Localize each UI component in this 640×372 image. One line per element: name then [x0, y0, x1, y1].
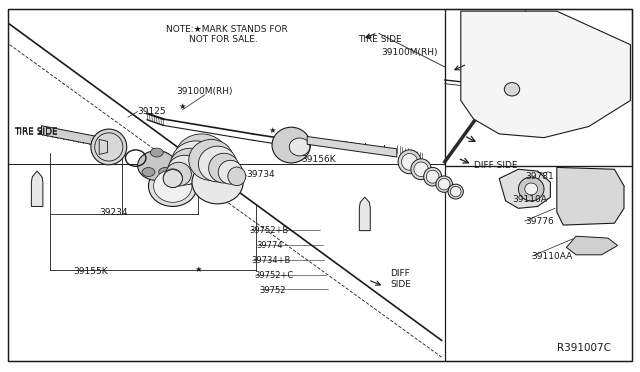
Ellipse shape: [175, 134, 228, 182]
Text: ★: ★: [268, 126, 276, 135]
Bar: [8, 9, 445, 361]
Ellipse shape: [150, 148, 163, 157]
Ellipse shape: [148, 166, 197, 206]
Polygon shape: [557, 167, 624, 225]
Ellipse shape: [192, 161, 243, 204]
Ellipse shape: [172, 141, 220, 183]
Polygon shape: [31, 171, 43, 206]
Text: 39734+B: 39734+B: [252, 256, 291, 265]
Polygon shape: [566, 236, 618, 255]
Ellipse shape: [426, 170, 439, 183]
Text: 39752+C: 39752+C: [255, 271, 294, 280]
Ellipse shape: [228, 167, 246, 186]
Text: 39776: 39776: [525, 217, 554, 226]
Text: ★: ★: [195, 265, 202, 274]
Ellipse shape: [398, 150, 421, 174]
Bar: [445, 9, 632, 166]
Ellipse shape: [414, 162, 428, 177]
Ellipse shape: [289, 138, 310, 156]
Text: 39125: 39125: [138, 107, 166, 116]
Ellipse shape: [91, 129, 127, 165]
Text: 39100M(RH): 39100M(RH): [177, 87, 233, 96]
Text: 39100M(RH): 39100M(RH): [381, 48, 437, 57]
Ellipse shape: [163, 170, 182, 187]
Ellipse shape: [401, 154, 418, 170]
Ellipse shape: [163, 169, 182, 187]
Ellipse shape: [209, 153, 239, 183]
Polygon shape: [99, 140, 108, 154]
Ellipse shape: [436, 176, 452, 192]
Polygon shape: [42, 126, 99, 146]
Ellipse shape: [166, 162, 191, 186]
Bar: [445, 166, 632, 361]
Text: 39752: 39752: [259, 286, 285, 295]
Text: NOT FOR SALE.: NOT FOR SALE.: [166, 35, 258, 44]
Text: TIRE SIDE: TIRE SIDE: [14, 128, 58, 137]
Text: NOTE:★MARK STANDS FOR: NOTE:★MARK STANDS FOR: [166, 25, 288, 34]
Text: 39155K: 39155K: [74, 267, 108, 276]
Text: 39234: 39234: [99, 208, 128, 217]
Ellipse shape: [451, 186, 461, 197]
Ellipse shape: [411, 159, 431, 180]
Ellipse shape: [518, 177, 544, 201]
Ellipse shape: [525, 183, 538, 195]
Text: 39110AA: 39110AA: [531, 252, 572, 261]
Ellipse shape: [138, 151, 176, 180]
Text: TIRE SIDE: TIRE SIDE: [358, 35, 402, 44]
Ellipse shape: [168, 155, 201, 185]
Text: 39156K: 39156K: [301, 155, 335, 164]
Ellipse shape: [170, 148, 211, 184]
Polygon shape: [499, 169, 550, 208]
Ellipse shape: [142, 167, 155, 177]
Ellipse shape: [218, 160, 243, 184]
Text: DIFF SIDE: DIFF SIDE: [474, 161, 517, 170]
Text: DIFF
SIDE: DIFF SIDE: [390, 269, 412, 289]
Text: 39110A: 39110A: [512, 195, 547, 203]
Ellipse shape: [154, 170, 192, 202]
Ellipse shape: [504, 83, 520, 96]
Text: 39734: 39734: [246, 170, 275, 179]
Ellipse shape: [448, 184, 463, 199]
Bar: [8, 164, 445, 361]
Ellipse shape: [159, 167, 172, 177]
Ellipse shape: [189, 140, 234, 180]
Ellipse shape: [438, 179, 450, 190]
Text: 39781: 39781: [525, 172, 554, 181]
Text: TIRE SIDE: TIRE SIDE: [14, 127, 58, 136]
Polygon shape: [461, 11, 630, 138]
Ellipse shape: [424, 167, 442, 186]
Text: ★: ★: [179, 102, 186, 110]
Polygon shape: [307, 137, 397, 157]
Ellipse shape: [198, 146, 237, 182]
Text: 39752+B: 39752+B: [250, 226, 289, 235]
Polygon shape: [359, 197, 371, 231]
Bar: [445, 9, 632, 166]
Ellipse shape: [272, 127, 310, 163]
Text: R391007C: R391007C: [557, 343, 611, 353]
Text: 39774: 39774: [256, 241, 283, 250]
